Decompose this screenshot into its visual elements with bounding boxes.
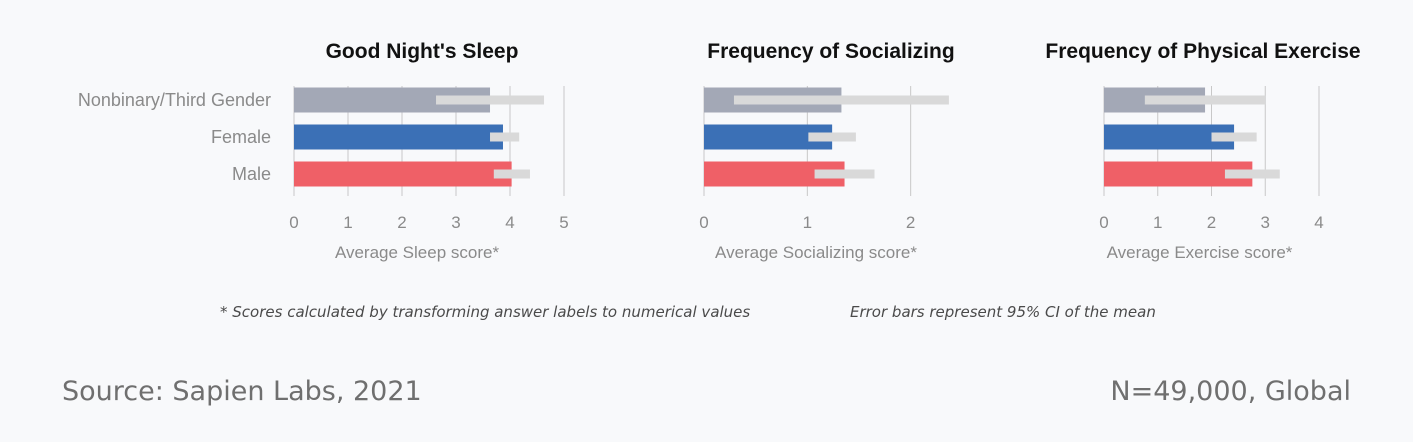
category-label: Female: [211, 127, 271, 147]
x-tick-label: 1: [1153, 213, 1162, 232]
chart-title: Good Night's Sleep: [326, 40, 519, 63]
x-tick-label: 1: [803, 213, 812, 232]
category-label: Nonbinary/Third Gender: [78, 90, 271, 110]
sample-label: N=49,000, Global: [1110, 376, 1351, 407]
x-tick-label: 4: [1314, 213, 1323, 232]
x-tick-label: 2: [397, 213, 406, 232]
error-bar: [1224, 169, 1280, 179]
x-axis-label: Average Exercise score*: [1107, 243, 1293, 262]
chart-title: Frequency of Socializing: [707, 40, 954, 63]
bar: [294, 161, 512, 187]
error-bar: [1211, 132, 1257, 142]
category-label: Male: [232, 164, 271, 184]
error-bar: [1144, 95, 1266, 105]
error-bars-footnote: Error bars represent 95% CI of the mean: [850, 303, 1156, 321]
error-bar: [733, 95, 949, 105]
x-tick-label: 2: [906, 213, 915, 232]
x-axis-label: Average Socializing score*: [715, 243, 917, 262]
source-label: Source: Sapien Labs, 2021: [62, 376, 422, 407]
x-tick-label: 2: [1207, 213, 1216, 232]
x-tick-label: 0: [289, 213, 298, 232]
x-tick-label: 0: [1099, 213, 1108, 232]
error-bar: [814, 169, 875, 179]
x-tick-label: 4: [505, 213, 514, 232]
error-bar: [808, 132, 856, 142]
error-bar: [490, 132, 520, 142]
x-tick-label: 0: [699, 213, 708, 232]
error-bar: [493, 169, 530, 179]
error-bar: [436, 95, 545, 105]
scores-footnote: * Scores calculated by transforming answ…: [220, 303, 751, 321]
x-tick-label: 3: [451, 213, 460, 232]
chart-title: Frequency of Physical Exercise: [1045, 40, 1360, 63]
x-tick-label: 1: [343, 213, 352, 232]
x-tick-label: 5: [559, 213, 568, 232]
x-tick-label: 3: [1261, 213, 1270, 232]
bar: [294, 124, 503, 150]
x-axis-label: Average Sleep score*: [335, 243, 500, 262]
